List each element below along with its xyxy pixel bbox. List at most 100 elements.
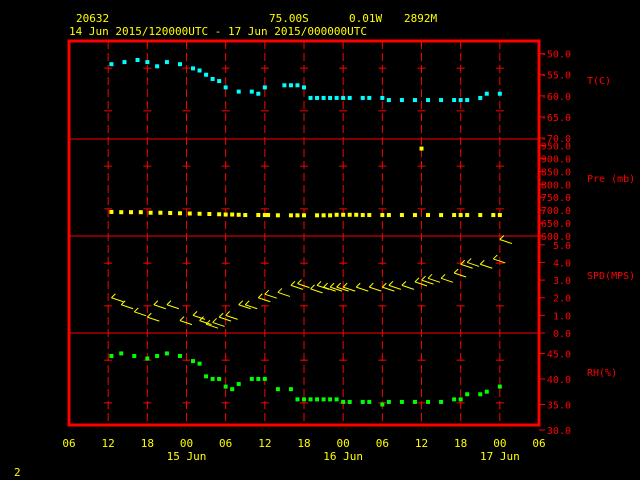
wind-barb-tick: [257, 293, 263, 299]
wind-barb-tick: [355, 282, 361, 288]
y-tick-label: 40.0: [547, 375, 571, 386]
data-point: [354, 212, 359, 217]
y-axis-label: T(C): [587, 76, 611, 87]
y-tick-label: 35.0: [547, 400, 571, 411]
data-point: [497, 384, 502, 389]
wind-barb-tick: [466, 258, 472, 263]
data-point: [204, 72, 209, 77]
wind-barb: [421, 275, 434, 285]
wind-barb-tick: [414, 277, 420, 283]
x-tick-label: 06: [376, 437, 389, 450]
data-point: [497, 213, 502, 218]
data-point: [315, 397, 320, 402]
wind-barb: [492, 254, 506, 264]
data-point: [308, 397, 313, 402]
data-point: [138, 210, 143, 215]
data-point: [334, 212, 339, 217]
wind-barb: [225, 311, 238, 320]
data-point: [465, 98, 470, 103]
wind-barb-shaft: [369, 286, 382, 292]
y-tick-label: 850.0: [541, 167, 571, 178]
wind-barb: [440, 273, 454, 283]
data-point: [465, 213, 470, 218]
wind-barb-shaft: [238, 304, 251, 310]
wind-barb-shaft: [121, 304, 134, 310]
wind-barb: [218, 312, 232, 322]
wind-barb-tick: [381, 282, 387, 288]
time-period: 14 Jun 2015/120000UTC - 17 Jun 2015/0000…: [69, 25, 367, 38]
wind-barb: [466, 258, 480, 267]
data-point: [217, 212, 222, 217]
data-point: [109, 62, 114, 67]
x-tick-label: 00: [493, 437, 506, 450]
data-point: [386, 98, 391, 103]
data-point: [217, 376, 222, 381]
data-point: [399, 399, 404, 404]
data-point: [341, 399, 346, 404]
wind-barb: [277, 288, 291, 297]
outlier-point: [419, 146, 424, 151]
wind-barb-tick: [179, 316, 185, 322]
wind-barb-shaft: [499, 239, 512, 245]
data-point: [399, 213, 404, 218]
wind-barb-shaft: [134, 311, 147, 317]
wind-barb-shaft: [329, 286, 343, 292]
wind-barb: [329, 282, 343, 292]
data-point: [210, 76, 215, 81]
data-point: [328, 95, 333, 100]
wind-barb: [342, 282, 356, 292]
data-point: [465, 392, 470, 397]
wind-barb: [453, 268, 467, 278]
wind-barb: [381, 282, 395, 292]
wind-barb: [111, 293, 124, 303]
data-point: [380, 213, 385, 218]
data-point: [155, 353, 160, 358]
wind-barb-tick: [166, 300, 172, 306]
wind-barb: [310, 284, 323, 294]
data-point: [458, 98, 463, 103]
wind-barb-shaft: [179, 320, 193, 326]
data-point: [360, 95, 365, 100]
wind-barb-shaft: [343, 286, 356, 292]
wind-barb: [336, 282, 349, 292]
data-point: [458, 213, 463, 218]
wind-barb: [199, 316, 212, 326]
wind-barb: [166, 300, 180, 310]
data-point: [135, 57, 140, 62]
y-tick-label: 0.0: [553, 329, 571, 340]
data-point: [452, 213, 457, 218]
data-point: [399, 98, 404, 103]
data-point: [249, 89, 254, 94]
data-point: [288, 387, 293, 392]
data-point: [386, 213, 391, 218]
data-point: [145, 60, 150, 65]
data-point: [302, 213, 306, 218]
wind-barb-tick: [460, 259, 466, 265]
wind-barb-shaft: [218, 316, 232, 322]
x-tick-label: 06: [532, 437, 545, 450]
wind-barb-shaft: [356, 286, 369, 292]
data-point: [262, 376, 267, 381]
data-layer: [109, 57, 512, 407]
longitude: 0.01W: [349, 12, 382, 25]
data-point: [168, 210, 173, 215]
wind-barb-tick: [264, 289, 270, 295]
wind-barb-tick: [225, 311, 231, 316]
wind-barb: [460, 259, 473, 269]
data-point: [132, 353, 137, 358]
wind-barb-shaft: [453, 272, 467, 278]
data-point: [328, 213, 333, 218]
axis-labels: 06 12 18 00 06 12 18 00 06 12 18 00 06 15 Jun 16 Jun 17…: [62, 50, 635, 463]
wind-barb: [264, 289, 277, 299]
wind-barb-shaft: [153, 304, 167, 310]
y-axis-label: SPD(MPS): [587, 271, 635, 282]
wind-barb-tick: [111, 293, 116, 299]
wind-barb-tick: [277, 288, 283, 293]
wind-barb: [401, 281, 415, 290]
wind-barb-tick: [421, 275, 426, 281]
wind-barb-shaft: [336, 286, 349, 292]
wind-barb-tick: [316, 281, 322, 286]
data-point: [302, 397, 306, 402]
data-point: [155, 64, 160, 69]
